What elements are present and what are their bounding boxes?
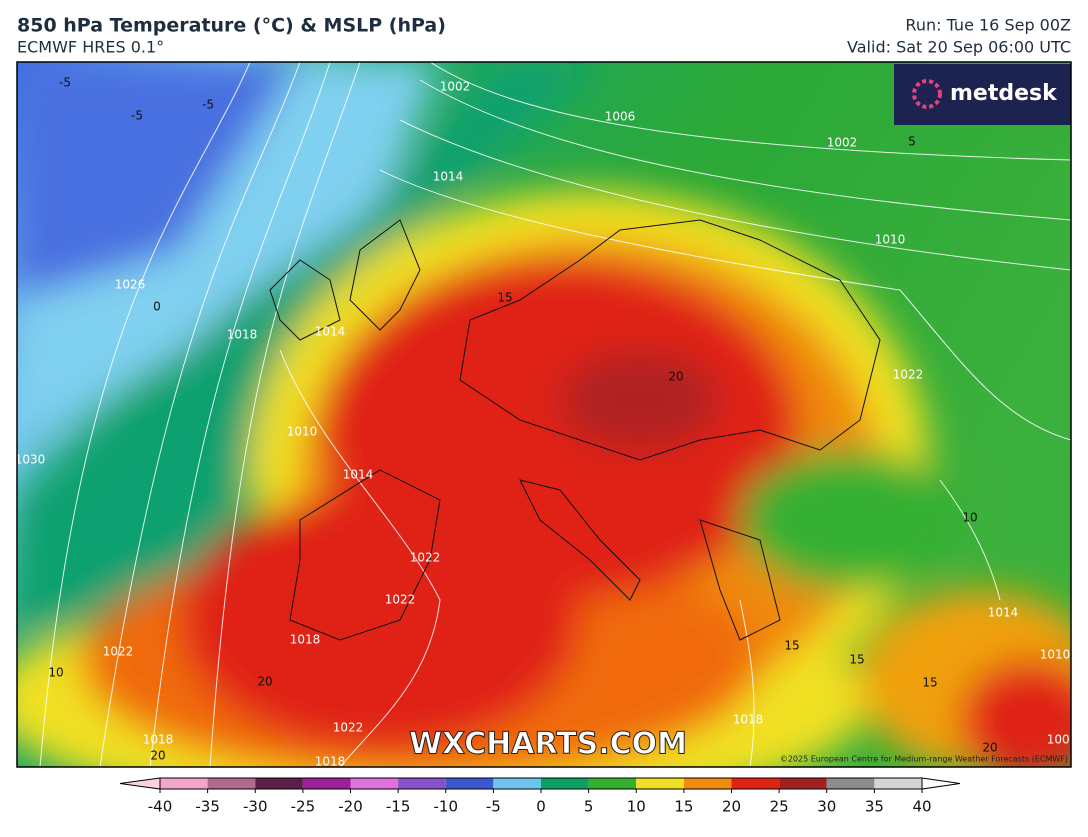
- colorbar-tick-label: 5: [584, 798, 594, 816]
- logo-icon: [912, 79, 942, 109]
- map-label: 1018: [227, 328, 258, 342]
- colorbar-tick-label: 10: [627, 798, 646, 816]
- logo-box: [894, 64, 1071, 125]
- colorbar-tick-label: 25: [770, 798, 789, 816]
- map-label: 1010: [287, 425, 318, 439]
- map-label: 1014: [315, 325, 346, 339]
- map-label: 1010: [875, 233, 906, 247]
- map-label: 1018: [315, 755, 346, 769]
- colorbar-segment: [779, 778, 827, 789]
- map-label: 10: [962, 511, 977, 525]
- map-label: 1014: [988, 606, 1019, 620]
- colorbar-tick-label: -40: [148, 798, 173, 816]
- temperature-field: [17, 62, 1071, 767]
- map-frame: [16, 61, 1072, 768]
- watermark: WXCHARTS.COM: [409, 727, 687, 762]
- map-label: 1030: [15, 453, 46, 467]
- colorbar-tick-label: -35: [195, 798, 220, 816]
- map-label: 1018: [290, 633, 321, 647]
- map-label: 20: [257, 675, 272, 689]
- map-label: -5: [59, 76, 71, 90]
- map-label: 1022: [410, 551, 441, 565]
- map-label: 1006: [605, 110, 636, 124]
- colorbar-segment: [636, 778, 684, 789]
- map-label: 1002: [440, 80, 471, 94]
- colorbar-tick-label: -15: [386, 798, 411, 816]
- map-label: 0: [153, 300, 161, 314]
- map-label: 1026: [115, 278, 146, 292]
- map-label: -5: [202, 98, 214, 112]
- colorbar-tick-label: -10: [434, 798, 459, 816]
- colorbar-segment: [731, 778, 780, 789]
- colorbar-segment: [874, 778, 922, 789]
- map-label: 1022: [385, 593, 416, 607]
- colorbar-segment: [160, 778, 208, 789]
- colorbar-segment: [588, 778, 637, 789]
- map-label: 1022: [103, 645, 134, 659]
- map-label: 1022: [893, 368, 924, 382]
- map-label: 15: [849, 653, 864, 667]
- isobars: [39, 62, 1071, 767]
- colorbar-tick-label: -30: [243, 798, 268, 816]
- map: metdesk WXCHARTS.COM ©2025 European Cent…: [15, 62, 1078, 769]
- map-label: 20: [150, 749, 165, 763]
- map-label: 20: [982, 741, 997, 755]
- map-label: 10: [48, 666, 63, 680]
- map-label: 1018: [733, 713, 764, 727]
- colorbar-segment: [350, 778, 399, 789]
- copyright: ©2025 European Centre for Medium-range W…: [780, 755, 1068, 764]
- colorbar-segment: [541, 778, 589, 789]
- map-label: 1018: [143, 733, 174, 747]
- colorbar-segment: [493, 778, 541, 789]
- colorbar-tick-label: 35: [865, 798, 884, 816]
- colorbar-tick-label: 15: [674, 798, 693, 816]
- colorbar-tick-label: -20: [338, 798, 363, 816]
- map-label: 15: [784, 639, 799, 653]
- colorbar-tick-label: -5: [486, 798, 501, 816]
- colorbar-tick-label: 30: [817, 798, 836, 816]
- colorbar-tick-label: 40: [912, 798, 931, 816]
- map-label: -5: [131, 109, 143, 123]
- map-label: 1006: [1047, 733, 1078, 747]
- coastlines: [269, 219, 881, 641]
- colorbar-segment: [207, 778, 256, 789]
- valid-time: Valid: Sat 20 Sep 06:00 UTC: [847, 38, 1071, 57]
- map-label: 1014: [433, 170, 464, 184]
- map-label: 1002: [827, 136, 858, 150]
- map-label: 20: [668, 370, 683, 384]
- map-label: 15: [922, 676, 937, 690]
- colorbar-segment: [398, 778, 446, 789]
- map-label: 1010: [1040, 648, 1071, 662]
- colorbar-tick-label: 0: [536, 798, 546, 816]
- map-label: 1014: [343, 468, 374, 482]
- colorbar-segment: [445, 778, 494, 789]
- subtitle: ECMWF HRES 0.1°: [17, 38, 164, 57]
- map-label: 15: [497, 291, 512, 305]
- colorbar-tick-label: 20: [722, 798, 741, 816]
- colorbar-segment: [302, 778, 351, 789]
- map-label: 1022: [333, 721, 364, 735]
- run-time: Run: Tue 16 Sep 00Z: [905, 16, 1071, 35]
- colorbar-tick-label: -25: [291, 798, 316, 816]
- colorbar-segment: [255, 778, 303, 789]
- logo-text: metdesk: [950, 81, 1058, 106]
- map-label: 5: [908, 135, 916, 149]
- colorbar: -40 -35 -30 -25 -20 -15 -10 -5 0 5 10 15 20 25 30 35 40: [119, 777, 961, 816]
- title: 850 hPa Temperature (°C) & MSLP (hPa): [17, 15, 446, 37]
- colorbar-segment: [683, 778, 732, 789]
- colorbar-segment: [826, 778, 875, 789]
